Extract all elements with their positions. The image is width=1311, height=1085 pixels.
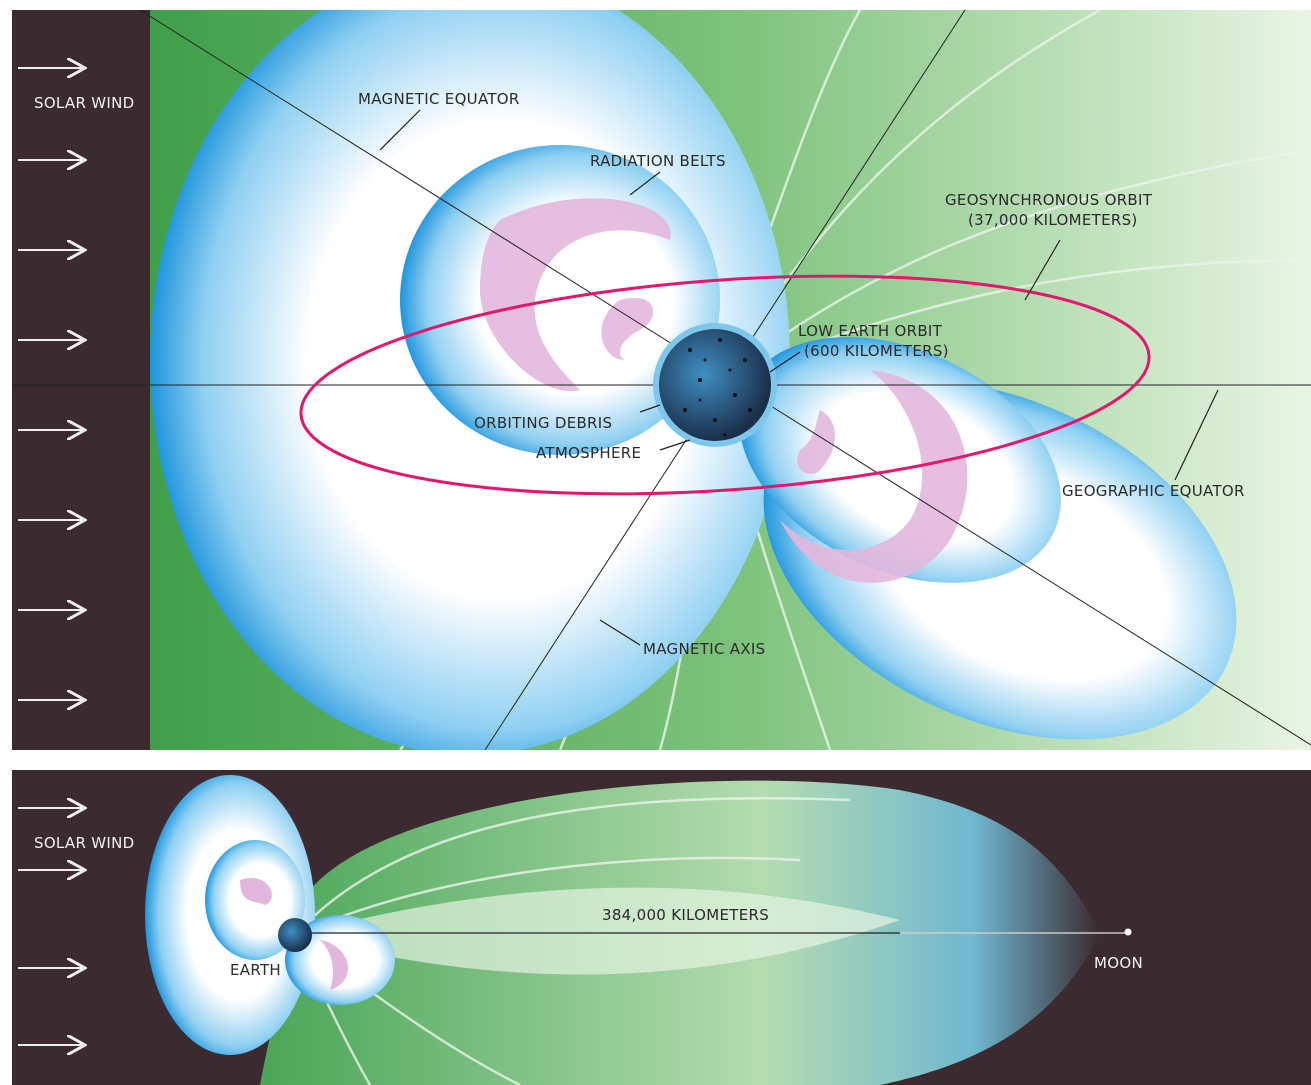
low-earth-orbit-distance: (600 KILOMETERS) (804, 342, 949, 360)
atmosphere-label: ATMOSPHERE (536, 444, 641, 462)
magnetic-axis-label: MAGNETIC AXIS (643, 640, 765, 658)
magnetic-equator-label: MAGNETIC EQUATOR (358, 90, 520, 108)
low-earth-orbit-label: LOW EARTH ORBIT (798, 322, 943, 340)
geosynchronous-orbit-distance: (37,000 KILOMETERS) (968, 211, 1138, 229)
bottom-panel: SOLAR WIND 384,000 KILOMETERS EARTH MOON (12, 770, 1311, 1085)
earth-label: EARTH (230, 961, 281, 979)
distance-label: 384,000 KILOMETERS (602, 906, 769, 924)
moon-label: MOON (1094, 954, 1143, 972)
geosynchronous-orbit-label: GEOSYNCHRONOUS ORBIT (945, 191, 1153, 209)
top-panel: SOLAR WIND MAGNETIC EQUATOR RADIATION BE… (12, 10, 1311, 750)
geographic-equator-label: GEOGRAPHIC EQUATOR (1062, 482, 1245, 500)
solar-wind-label: SOLAR WIND (34, 834, 135, 852)
orbiting-debris-label: ORBITING DEBRIS (474, 414, 612, 432)
radiation-belts-label: RADIATION BELTS (590, 152, 726, 170)
solar-wind-label: SOLAR WIND (34, 94, 135, 112)
